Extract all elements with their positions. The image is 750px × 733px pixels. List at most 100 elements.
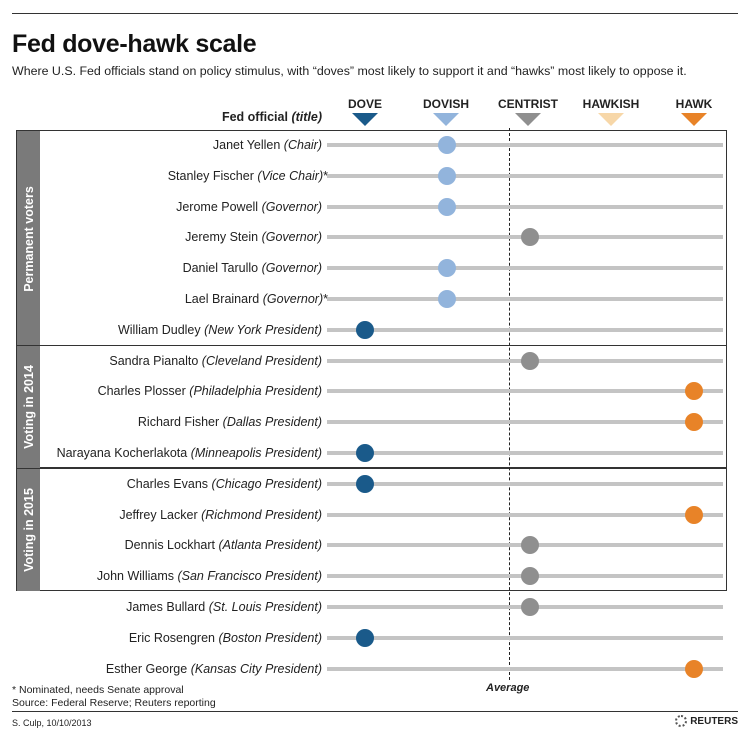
official-name: Lael Brainard xyxy=(184,292,260,306)
group-label-1: Voting in 2014 xyxy=(17,346,40,468)
scale-track xyxy=(327,389,723,394)
official-position-dot xyxy=(438,259,457,278)
official-label: Lael Brainard (Governor)* xyxy=(185,291,328,307)
scale-hawkish-triangle-icon xyxy=(598,113,624,126)
scale-dove-triangle-icon xyxy=(352,113,378,126)
official-title: (Boston President) xyxy=(218,630,322,645)
official-title: (Governor) xyxy=(261,230,322,245)
scale-track xyxy=(327,327,723,332)
official-name: John Williams xyxy=(96,569,174,584)
official-label: Jeffrey Lacker (Richmond President) xyxy=(119,507,322,523)
official-name: Daniel Tarullo xyxy=(182,261,259,276)
official-name: Janet Yellen xyxy=(212,138,281,152)
group-label-0: Permanent voters xyxy=(17,131,40,346)
official-name: Esther George xyxy=(105,661,188,676)
official-label: Janet Yellen (Chair) xyxy=(213,137,322,153)
official-label: Charles Evans (Chicago President) xyxy=(127,476,322,492)
scale-track xyxy=(327,266,723,271)
official-position-dot xyxy=(356,444,374,462)
official-position-dot xyxy=(520,228,539,247)
scale-track xyxy=(327,297,723,301)
official-title: (Vice Chair) xyxy=(257,168,324,183)
official-title: (Governor) xyxy=(262,292,324,306)
official-name: Charles Plosser xyxy=(97,384,186,399)
official-label: Daniel Tarullo (Governor) xyxy=(183,260,322,276)
official-position-dot xyxy=(685,382,703,401)
scale-hawk-triangle-icon xyxy=(681,113,707,126)
reuters-logo-text: REUTERS xyxy=(690,715,738,727)
official-name: Jeremy Stein xyxy=(185,230,259,245)
reuters-logo: REUTERS xyxy=(675,715,738,727)
official-label: Dennis Lockhart (Atlanta President) xyxy=(125,537,322,553)
official-name: Jerome Powell xyxy=(176,199,259,214)
official-position-dot xyxy=(356,474,374,493)
scale-header-hawk: HAWK xyxy=(675,97,713,111)
official-label: Richard Fisher (Dallas President) xyxy=(138,414,322,430)
group-label-2: Voting in 2015 xyxy=(17,469,40,591)
official-label: James Bullard (St. Louis President) xyxy=(126,599,322,615)
footnote-source: Source: Federal Reserve; Reuters reporti… xyxy=(12,697,216,709)
scale-centrist-triangle-icon xyxy=(515,113,541,126)
reuters-logo-icon xyxy=(675,715,688,727)
scale-track xyxy=(327,173,723,178)
scale-track xyxy=(327,204,723,209)
official-position-dot xyxy=(520,536,539,555)
official-label: Narayana Kocherlakota (Minneapolis Presi… xyxy=(57,445,322,461)
bottom-rule xyxy=(12,711,738,712)
scale-track xyxy=(327,635,723,640)
official-title: (Kansas City President) xyxy=(190,661,322,676)
official-position-dot xyxy=(685,413,703,432)
credit: S. Culp, 10/10/2013 xyxy=(12,718,92,728)
chart-subtitle: Where U.S. Fed officials stand on policy… xyxy=(12,64,687,78)
top-rule xyxy=(12,13,738,14)
group-box-1 xyxy=(16,345,727,468)
official-title: (San Francisco President) xyxy=(177,569,322,584)
official-title: (St. Louis President) xyxy=(208,600,322,614)
official-name: Charles Evans xyxy=(126,476,209,491)
official-label: Charles Plosser (Philadelphia President) xyxy=(98,383,322,399)
footnote-nominated: * Nominated, needs Senate approval xyxy=(12,684,184,696)
official-label: Stanley Fischer (Vice Chair)* xyxy=(168,168,328,184)
official-position-dot xyxy=(438,290,457,308)
official-position-dot xyxy=(685,505,703,524)
average-line xyxy=(509,128,510,680)
official-position-dot xyxy=(520,598,539,616)
average-label: Average xyxy=(486,682,530,694)
official-title: (Governor) xyxy=(261,199,322,214)
official-column-header: Fed official (title) xyxy=(222,110,322,124)
official-position-dot xyxy=(685,659,703,678)
group-box-2 xyxy=(16,468,727,591)
scale-track xyxy=(327,512,723,517)
official-position-dot xyxy=(438,197,457,216)
official-position-dot xyxy=(356,320,374,339)
official-title: (Dallas President) xyxy=(222,415,322,430)
official-name: Stanley Fischer xyxy=(167,168,254,183)
official-title: (Richmond President) xyxy=(201,507,322,522)
official-title: (Atlanta President) xyxy=(218,538,322,553)
official-label: Eric Rosengren (Boston President) xyxy=(129,630,322,646)
official-position-dot xyxy=(520,567,539,586)
group-label-text: Voting in 2014 xyxy=(21,365,36,449)
official-label: William Dudley (New York President) xyxy=(118,322,322,338)
group-label-text: Voting in 2015 xyxy=(21,488,36,572)
official-name: James Bullard xyxy=(126,600,206,614)
official-label: Jerome Powell (Governor) xyxy=(176,199,322,215)
official-label: Jeremy Stein (Governor) xyxy=(185,229,322,245)
official-title: (Governor) xyxy=(261,261,322,276)
official-title: (Chicago President) xyxy=(211,476,322,491)
chart-title: Fed dove-hawk scale xyxy=(12,30,257,58)
official-column-label-title: (title) xyxy=(291,110,322,124)
official-name: Richard Fisher xyxy=(137,415,220,430)
official-label: Sandra Pianalto (Cleveland President) xyxy=(109,353,322,369)
scale-track xyxy=(327,666,723,671)
scale-header-dovish: DOVISH xyxy=(422,97,469,111)
official-column-label: Fed official xyxy=(221,110,288,124)
group-label-text: Permanent voters xyxy=(21,185,36,292)
official-label: Esther George (Kansas City President) xyxy=(106,661,322,677)
official-title: (Minneapolis President) xyxy=(190,446,322,460)
scale-track xyxy=(327,420,723,425)
scale-track xyxy=(327,143,723,147)
official-position-dot xyxy=(356,628,374,647)
scale-header-hawkish: HAWKISH xyxy=(582,97,640,111)
official-title: (New York President) xyxy=(204,322,322,337)
